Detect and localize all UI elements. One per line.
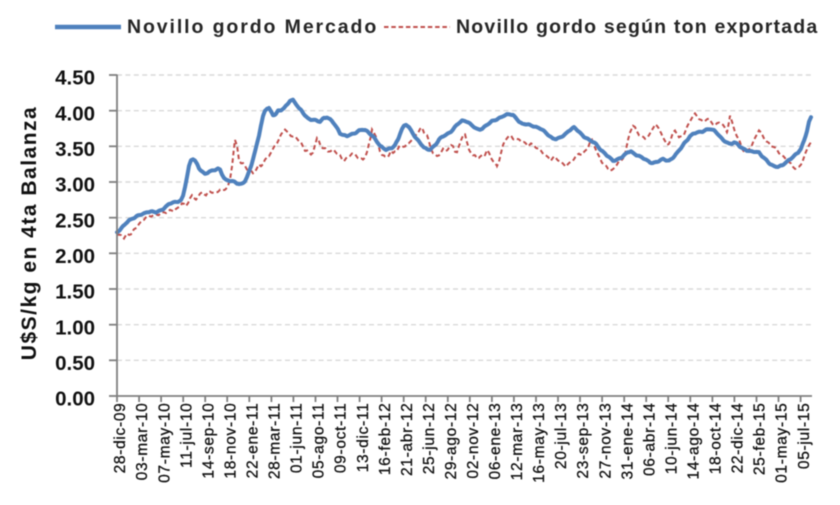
svg-text:28-dic-09: 28-dic-09 — [112, 403, 129, 474]
svg-text:01-may-15: 01-may-15 — [774, 403, 791, 483]
svg-text:3.50: 3.50 — [55, 138, 95, 161]
svg-text:22-ene-11: 22-ene-11 — [245, 403, 262, 479]
svg-text:16-feb-12: 16-feb-12 — [377, 403, 394, 476]
svg-text:0.00: 0.00 — [55, 388, 95, 411]
svg-text:11-jul-10: 11-jul-10 — [178, 403, 195, 468]
svg-text:20-jul-13: 20-jul-13 — [553, 403, 570, 470]
svg-text:28-mar-11: 28-mar-11 — [267, 403, 284, 480]
svg-text:1.50: 1.50 — [55, 281, 95, 304]
svg-text:18-nov-10: 18-nov-10 — [222, 403, 239, 479]
svg-text:Novillo gordo según ton export: Novillo gordo según ton exportada — [456, 16, 818, 38]
svg-text:21-abr-12: 21-abr-12 — [399, 403, 416, 477]
svg-text:31-ene-14: 31-ene-14 — [619, 403, 636, 480]
svg-text:05-ago-11: 05-ago-11 — [311, 403, 328, 479]
svg-text:29-ago-12: 29-ago-12 — [443, 403, 460, 480]
svg-text:25-jun-12: 25-jun-12 — [421, 403, 438, 475]
svg-text:05-jul-15: 05-jul-15 — [796, 403, 813, 470]
svg-text:4.00: 4.00 — [55, 102, 95, 125]
svg-text:14-sep-10: 14-sep-10 — [200, 403, 217, 479]
svg-text:22-dic-14: 22-dic-14 — [730, 403, 747, 474]
svg-text:2.50: 2.50 — [55, 209, 95, 232]
svg-text:16-may-13: 16-may-13 — [531, 403, 548, 483]
svg-text:3.00: 3.00 — [55, 174, 95, 197]
svg-text:06-ene-13: 06-ene-13 — [487, 403, 504, 480]
svg-text:18-oct-14: 18-oct-14 — [708, 403, 725, 475]
svg-text:10-jun-14: 10-jun-14 — [664, 403, 681, 475]
svg-text:1.00: 1.00 — [55, 316, 95, 339]
svg-text:23-sep-13: 23-sep-13 — [575, 403, 592, 479]
svg-text:Novillo gordo Mercado: Novillo gordo Mercado — [127, 16, 378, 38]
svg-text:03-mar-10: 03-mar-10 — [134, 403, 151, 481]
svg-text:27-nov-13: 27-nov-13 — [597, 403, 614, 479]
svg-text:13-dic-11: 13-dic-11 — [355, 403, 372, 473]
svg-text:2.00: 2.00 — [55, 245, 95, 268]
svg-text:4.50: 4.50 — [55, 67, 95, 90]
svg-text:01-jun-11: 01-jun-11 — [289, 403, 306, 474]
svg-text:25-feb-15: 25-feb-15 — [752, 403, 769, 476]
svg-text:07-may-10: 07-may-10 — [156, 403, 173, 483]
svg-text:06-abr-14: 06-abr-14 — [641, 403, 658, 477]
svg-text:12-mar-13: 12-mar-13 — [509, 403, 526, 481]
svg-text:U$S/kg en 4ta Balanza: U$S/kg en 4ta Balanza — [18, 106, 41, 360]
svg-text:14-ago-14: 14-ago-14 — [686, 403, 703, 480]
svg-text:02-nov-12: 02-nov-12 — [465, 403, 482, 479]
svg-text:0.50: 0.50 — [55, 352, 95, 375]
svg-text:09-oct-11: 09-oct-11 — [333, 403, 350, 474]
